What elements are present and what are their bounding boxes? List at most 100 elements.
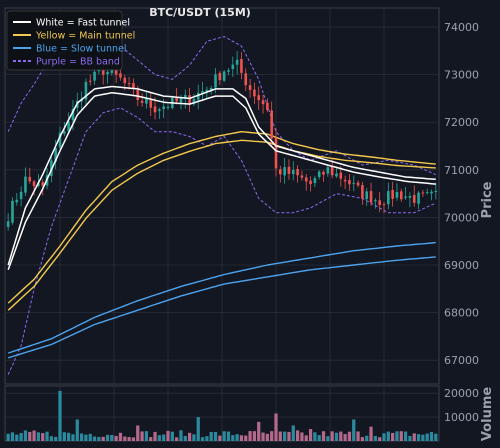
volume-bar [114,435,118,441]
candle-body [313,178,317,183]
volume-bar [304,435,308,441]
volume-bar [127,437,131,441]
volume-bar [32,430,36,441]
volume-bar [261,432,265,441]
volume-bar [347,431,352,441]
fast-tunnel [7,85,436,271]
candle-body [279,169,282,175]
volume-tick-label: 20000 [444,387,479,400]
volume-bar [19,433,23,441]
slow-upper-line [7,241,436,354]
volume-bar [226,431,231,441]
candle-body [192,98,196,105]
volume-bar [41,433,45,441]
candle-body [266,102,269,111]
candle-body [421,192,425,194]
volume-bar [399,431,403,441]
candle-body [304,177,308,182]
volume-bar [369,426,373,441]
volume-bar [123,436,127,441]
candle-body [231,64,235,70]
legend-label: Purple = BB band [36,57,120,68]
candle-body [71,108,75,121]
candle-body [106,72,109,75]
volume-bar [283,431,287,441]
volume-bar [425,433,429,441]
candle-body [404,196,407,198]
volume-bar [162,434,166,441]
volume-bar [291,425,295,441]
candle-body [183,94,187,99]
candle-body [196,92,200,100]
candle-body [201,91,204,94]
candle-body [58,132,62,148]
volume-bar [205,436,209,441]
candle-body [270,110,273,139]
candle-body [19,191,23,200]
volume-bar [131,437,136,441]
price-tick-label: 69000 [444,259,479,272]
volume-bar [6,433,10,441]
volume-bar [231,435,235,441]
volume-bar [222,431,226,441]
volume-bar [187,432,192,441]
candle-body [430,191,433,194]
volume-bar [300,432,304,441]
volume-bar [179,430,183,441]
volume-bar [352,419,356,441]
volume-bar [192,434,196,441]
volume-bar [54,436,58,441]
slow-lower-line [7,256,436,359]
candle-body [15,199,19,203]
candle-body [339,172,343,179]
volume-y-ticks: 10000 20000 [444,387,479,424]
volume-bar [49,436,53,441]
volume-bar [339,431,343,441]
candle-body [287,166,291,174]
candle-body [93,71,96,81]
volume-bar [365,435,369,441]
volume-bar [239,435,244,441]
volume-axis-label: Volume [480,387,495,442]
price-y-ticks: 67000 68000 69000 70000 71000 72000 73000 74000 [444,21,479,367]
volume-bar [265,433,269,441]
candle-body [378,200,381,206]
volume-bar [209,431,213,441]
candle-body [114,69,118,75]
volume-bar [330,431,334,441]
candle-body [153,106,157,113]
candle-body [309,180,312,185]
volume-bar [62,432,66,441]
volume-bar [15,434,19,441]
candle-body [132,83,135,89]
volume-bar [36,432,41,441]
price-tick-label: 73000 [444,69,479,82]
volume-bar [23,430,28,441]
candle-body [408,196,412,198]
volume-bar [218,435,222,441]
price-tick-label: 74000 [444,21,479,34]
price-tick-label: 68000 [444,307,479,320]
candle-body [84,81,88,100]
candle-body [175,97,178,102]
candle-body [244,73,248,86]
candle-body [417,192,420,204]
volume-bar [378,437,382,441]
volume-bar [308,429,313,441]
candle-body [274,137,278,169]
volume-bar [326,436,330,441]
candle-body [369,191,373,203]
volume-bar [356,431,360,441]
slow-tunnel [7,241,436,359]
candle-body [317,171,321,177]
legend: White = Fast tunnel Yellow = Main tunnel B… [6,10,135,71]
volume-bar [386,431,390,441]
candle-body [97,69,101,72]
candle-body [209,87,213,91]
chart-title: BTC/USDT (15M) [149,6,251,19]
candle-body [235,59,239,65]
candle-body [356,182,360,186]
volume-bar [317,435,321,441]
